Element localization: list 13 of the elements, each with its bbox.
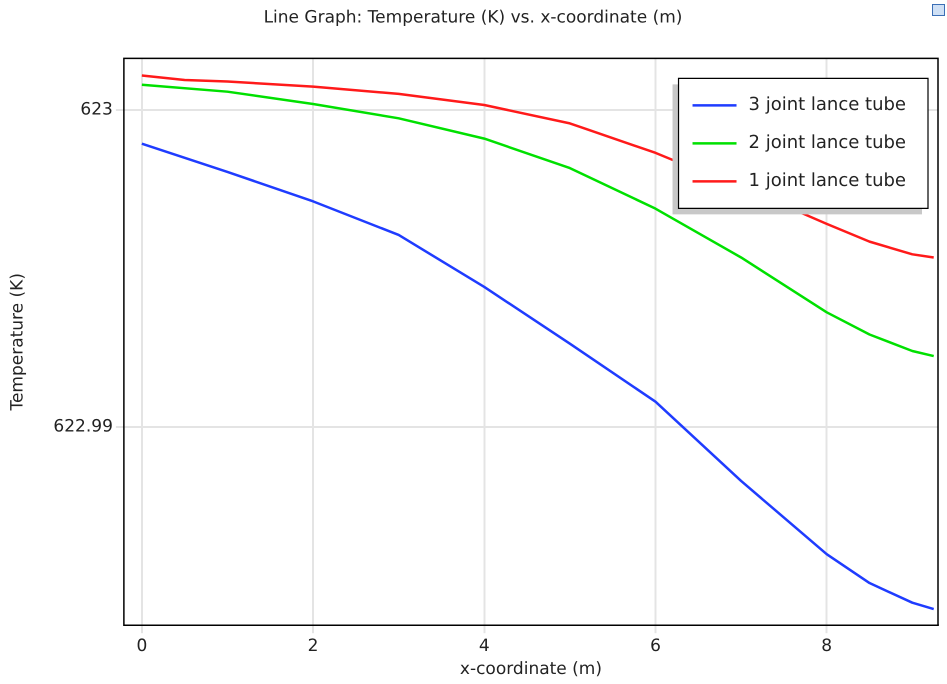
y-axis-title: Temperature (K) bbox=[8, 273, 28, 412]
x-tick-label: 8 bbox=[821, 636, 832, 656]
legend-label: 2 joint lance tube bbox=[748, 132, 906, 154]
x-axis-title: x-coordinate (m) bbox=[460, 659, 602, 680]
chart-title: Line Graph: Temperature (K) vs. x-coordinate (m) bbox=[264, 8, 682, 28]
x-tick-label: 2 bbox=[308, 636, 318, 656]
legend-label: 3 joint lance tube bbox=[748, 94, 906, 116]
x-tick-label: 4 bbox=[478, 636, 490, 656]
y-tick-label: 623 bbox=[80, 99, 113, 120]
legend-label: 1 joint lance tube bbox=[748, 170, 906, 192]
x-tick-label: 0 bbox=[136, 636, 148, 656]
x-tick-label: 6 bbox=[650, 636, 661, 656]
y-tick-label: 622.99 bbox=[53, 416, 113, 436]
